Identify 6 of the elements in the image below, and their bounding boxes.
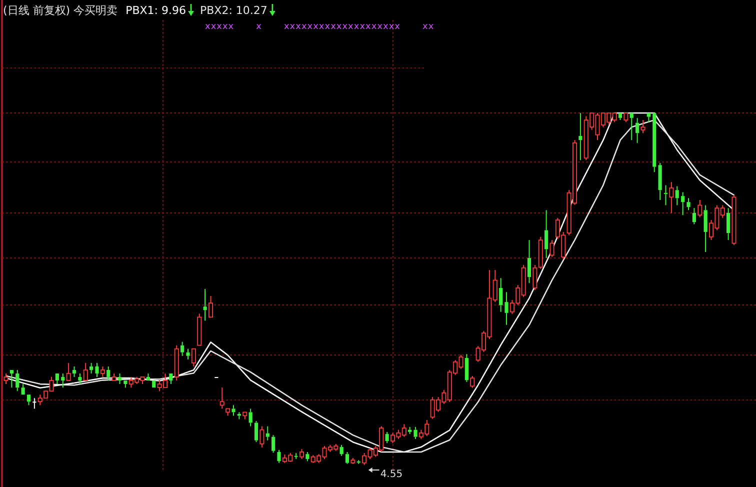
annotation: xx (422, 22, 434, 32)
title: (日线 前复权) 今买明卖 (3, 4, 118, 17)
annotation: x (256, 22, 262, 32)
annotation: 4.55 (380, 469, 403, 480)
annotation: xxxxxxxxxxxxxxxxxxxx (284, 22, 400, 32)
annotation: xxxxx (205, 22, 234, 32)
